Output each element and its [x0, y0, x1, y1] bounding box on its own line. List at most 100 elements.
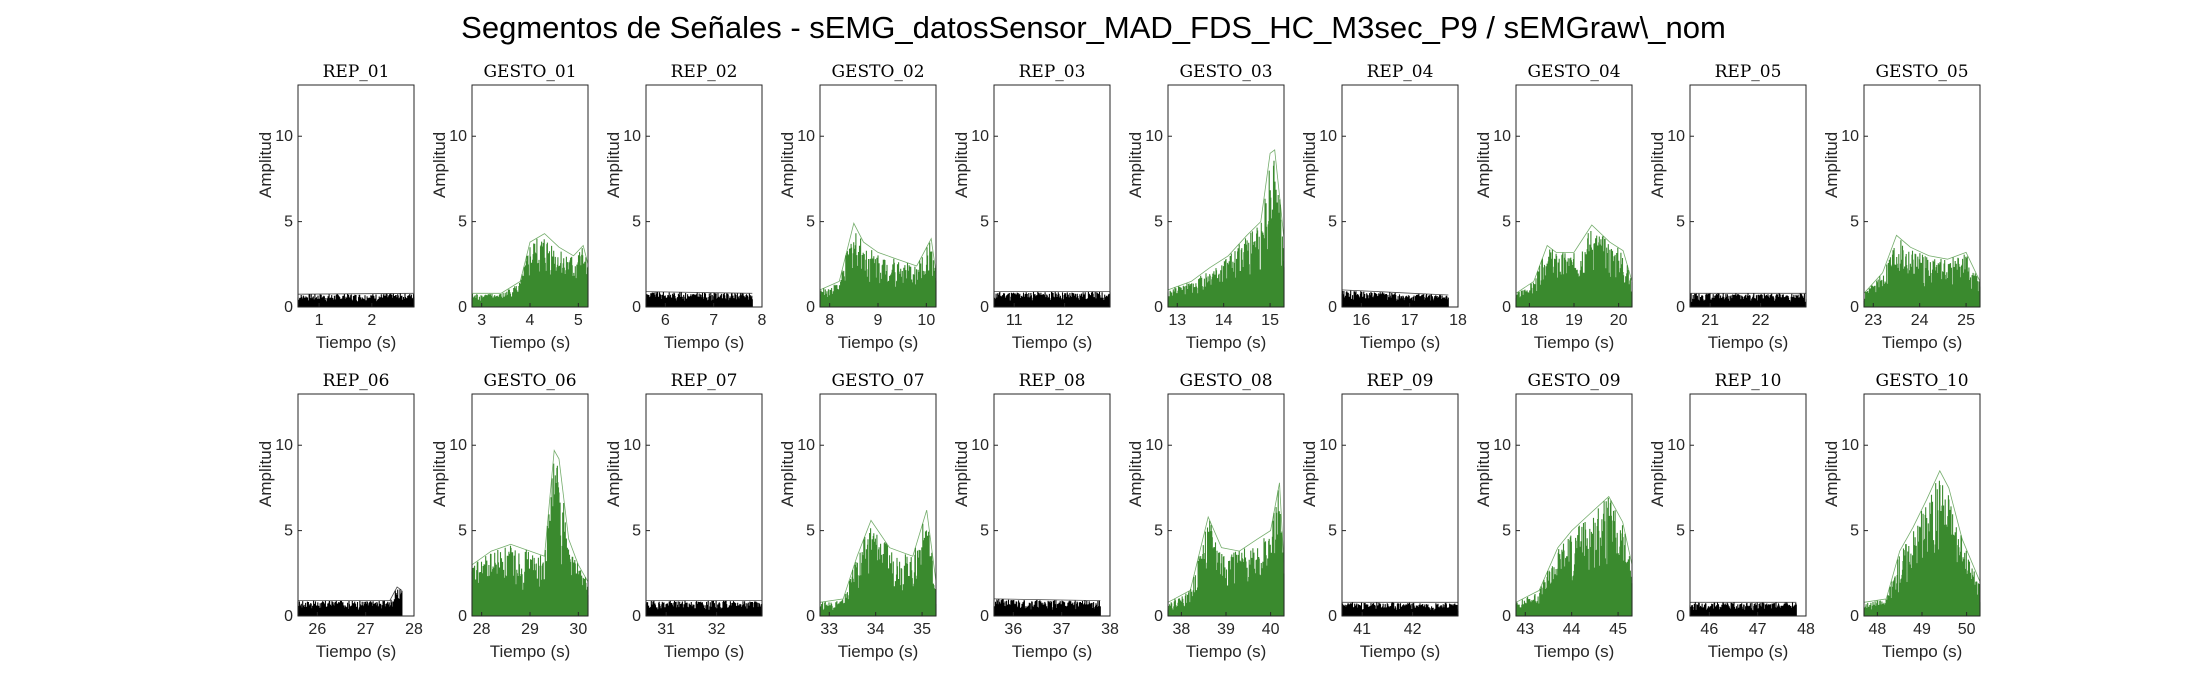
x-tick-label: 40 — [1262, 621, 1280, 638]
y-axis-label: Amplitud — [952, 132, 971, 198]
axes-box — [993, 393, 1111, 617]
signal-envelope — [1341, 289, 1449, 296]
subplot-title: REP_10 — [1715, 371, 1782, 391]
subplot-title: GESTO_07 — [831, 371, 924, 391]
y-tick-label: 0 — [1850, 299, 1859, 316]
subplot-title: GESTO_05 — [1875, 62, 1968, 82]
axes-box — [1689, 84, 1807, 308]
y-tick-label: 10 — [1319, 437, 1337, 454]
signal-trace — [993, 599, 1101, 616]
y-tick-label: 5 — [806, 523, 815, 540]
y-tick-label: 10 — [623, 128, 641, 145]
signal-envelope — [1167, 482, 1285, 603]
x-axis-label: Tiempo (s) — [1012, 333, 1093, 352]
x-tick-label: 28 — [473, 621, 491, 638]
axes-box — [645, 393, 763, 617]
x-tick-label: 50 — [1958, 621, 1976, 638]
x-axis-label: Tiempo (s) — [1360, 642, 1441, 661]
axes-box — [1341, 393, 1459, 617]
y-tick-label: 10 — [1319, 128, 1337, 145]
subplot-rep_09: REP_09 0 5 10 41 42 Tiempo (s) Amplitud — [1300, 371, 1459, 661]
subplot-title: REP_05 — [1715, 62, 1782, 82]
axes-box — [1689, 393, 1807, 617]
x-tick-label: 18 — [1520, 312, 1538, 329]
x-tick-label: 37 — [1053, 621, 1071, 638]
y-axis-label: Amplitud — [778, 132, 797, 198]
y-tick-label: 10 — [971, 437, 989, 454]
subplot-gesto_07: GESTO_07 0 5 10 33 34 35 Tiempo (s) Amplitud — [778, 371, 937, 661]
y-tick-label: 5 — [1502, 523, 1511, 540]
y-tick-label: 10 — [797, 128, 815, 145]
y-tick-label: 5 — [284, 214, 293, 231]
x-tick-label: 8 — [758, 312, 767, 329]
x-tick-label: 8 — [825, 312, 834, 329]
signal-envelope — [1515, 495, 1633, 603]
signal-trace — [645, 600, 763, 616]
signal-envelope — [471, 449, 589, 582]
y-tick-label: 10 — [1667, 437, 1685, 454]
subplot-gesto_10: GESTO_10 0 5 10 48 49 50 Tiempo (s) Amplitud — [1822, 371, 1981, 661]
y-tick-label: 0 — [284, 608, 293, 625]
x-axis-label: Tiempo (s) — [316, 333, 397, 352]
y-tick-label: 10 — [275, 437, 293, 454]
y-tick-label: 0 — [1850, 608, 1859, 625]
y-tick-label: 5 — [980, 523, 989, 540]
subplot-gesto_04: GESTO_04 0 5 10 18 19 20 Tiempo (s) Amplitud — [1474, 62, 1633, 352]
x-tick-label: 32 — [708, 621, 726, 638]
y-axis-label: Amplitud — [256, 441, 275, 507]
y-tick-label: 5 — [1154, 523, 1163, 540]
y-tick-label: 5 — [632, 523, 641, 540]
signal-trace — [1341, 290, 1449, 307]
y-axis-label: Amplitud — [1822, 132, 1841, 198]
subplot-rep_10: REP_10 0 5 10 46 47 48 Tiempo (s) Amplitud — [1648, 371, 1815, 661]
x-axis-label: Tiempo (s) — [838, 333, 919, 352]
y-axis-label: Amplitud — [604, 441, 623, 507]
y-tick-label: 10 — [1667, 128, 1685, 145]
axes-box — [297, 84, 415, 308]
axes-box — [993, 84, 1111, 308]
signal-envelope — [1515, 224, 1633, 294]
x-tick-label: 27 — [357, 621, 375, 638]
signal-trace — [819, 233, 937, 307]
subplot-title: REP_01 — [323, 62, 390, 82]
y-tick-label: 5 — [458, 523, 467, 540]
subplot-title: GESTO_09 — [1527, 371, 1620, 391]
y-axis-label: Amplitud — [1648, 132, 1667, 198]
signal-envelope — [993, 598, 1101, 601]
x-axis-label: Tiempo (s) — [664, 333, 745, 352]
y-tick-label: 0 — [1328, 299, 1337, 316]
signal-envelope — [297, 292, 415, 295]
y-tick-label: 0 — [284, 299, 293, 316]
y-tick-label: 0 — [806, 299, 815, 316]
y-tick-label: 5 — [458, 214, 467, 231]
y-tick-label: 10 — [1841, 128, 1859, 145]
y-tick-label: 0 — [806, 608, 815, 625]
x-tick-label: 22 — [1752, 312, 1770, 329]
y-axis-label: Amplitud — [778, 441, 797, 507]
subplot-title: REP_06 — [323, 371, 390, 391]
y-tick-label: 10 — [1145, 437, 1163, 454]
x-tick-label: 10 — [917, 312, 935, 329]
x-tick-label: 15 — [1261, 312, 1279, 329]
x-tick-label: 42 — [1404, 621, 1422, 638]
signal-trace — [1863, 480, 1981, 616]
figure-title: Segmentos de Señales - sEMG_datosSensor_… — [461, 10, 1726, 45]
y-axis-label: Amplitud — [952, 441, 971, 507]
subplot-gesto_02: GESTO_02 0 5 10 8 9 10 Tiempo (s) Amplitud — [778, 62, 937, 352]
x-tick-label: 11 — [1006, 312, 1023, 329]
y-tick-label: 5 — [1502, 214, 1511, 231]
x-tick-label: 12 — [1056, 312, 1074, 329]
y-tick-label: 10 — [1841, 437, 1859, 454]
y-tick-label: 5 — [1328, 523, 1337, 540]
y-tick-label: 0 — [458, 299, 467, 316]
subplot-gesto_05: GESTO_05 0 5 10 23 24 25 Tiempo (s) Amplitud — [1822, 62, 1981, 352]
subplot-rep_07: REP_07 0 5 10 31 32 Tiempo (s) Amplitud — [604, 371, 763, 661]
axes-box — [1341, 84, 1459, 308]
signal-trace — [471, 463, 589, 616]
subplot-rep_01: REP_01 0 5 10 1 2 Tiempo (s) Amplitud — [256, 62, 415, 352]
y-tick-label: 10 — [449, 128, 467, 145]
y-tick-label: 0 — [1328, 608, 1337, 625]
x-tick-label: 33 — [820, 621, 838, 638]
signal-envelope — [472, 233, 589, 294]
